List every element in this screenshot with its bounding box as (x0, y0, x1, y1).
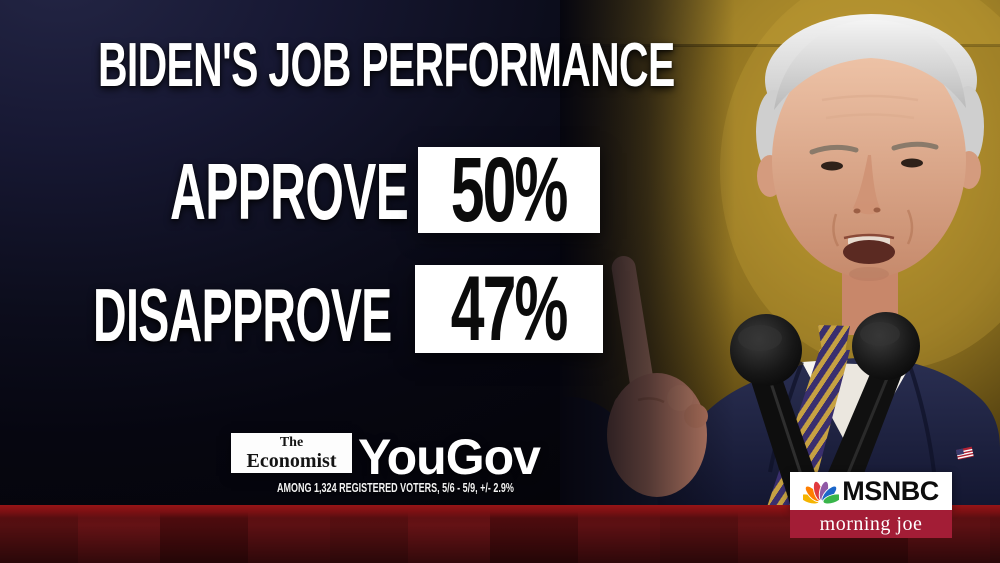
msnbc-bug: MSNBC (790, 472, 952, 510)
flag-pin-icon (956, 446, 974, 460)
disapprove-value: 47% (451, 257, 569, 360)
nbc-peacock-icon (803, 480, 840, 504)
economist-logo: The Economist (231, 433, 352, 473)
headline-text: BIDEN'S JOB PERFORMANCE (98, 31, 675, 100)
approve-value-box: 50% (418, 139, 600, 241)
poll-methodology: AMONG 1,324 REGISTERED VOTERS, 5/6 - 5/9… (277, 481, 514, 495)
msnbc-wordmark: MSNBC (842, 475, 939, 506)
yougov-logo: YouGov (358, 429, 541, 485)
morning-joe-bug: morning joe (790, 510, 952, 538)
biden-photo (560, 0, 1000, 510)
approve-label: APPROVE (170, 147, 409, 236)
page-title: BIDEN'S JOB PERFORMANCE (98, 30, 972, 101)
approve-value: 50% (451, 138, 569, 241)
disapprove-value-box: 47% (415, 258, 603, 360)
disapprove-label: DISAPPROVE (93, 273, 392, 357)
